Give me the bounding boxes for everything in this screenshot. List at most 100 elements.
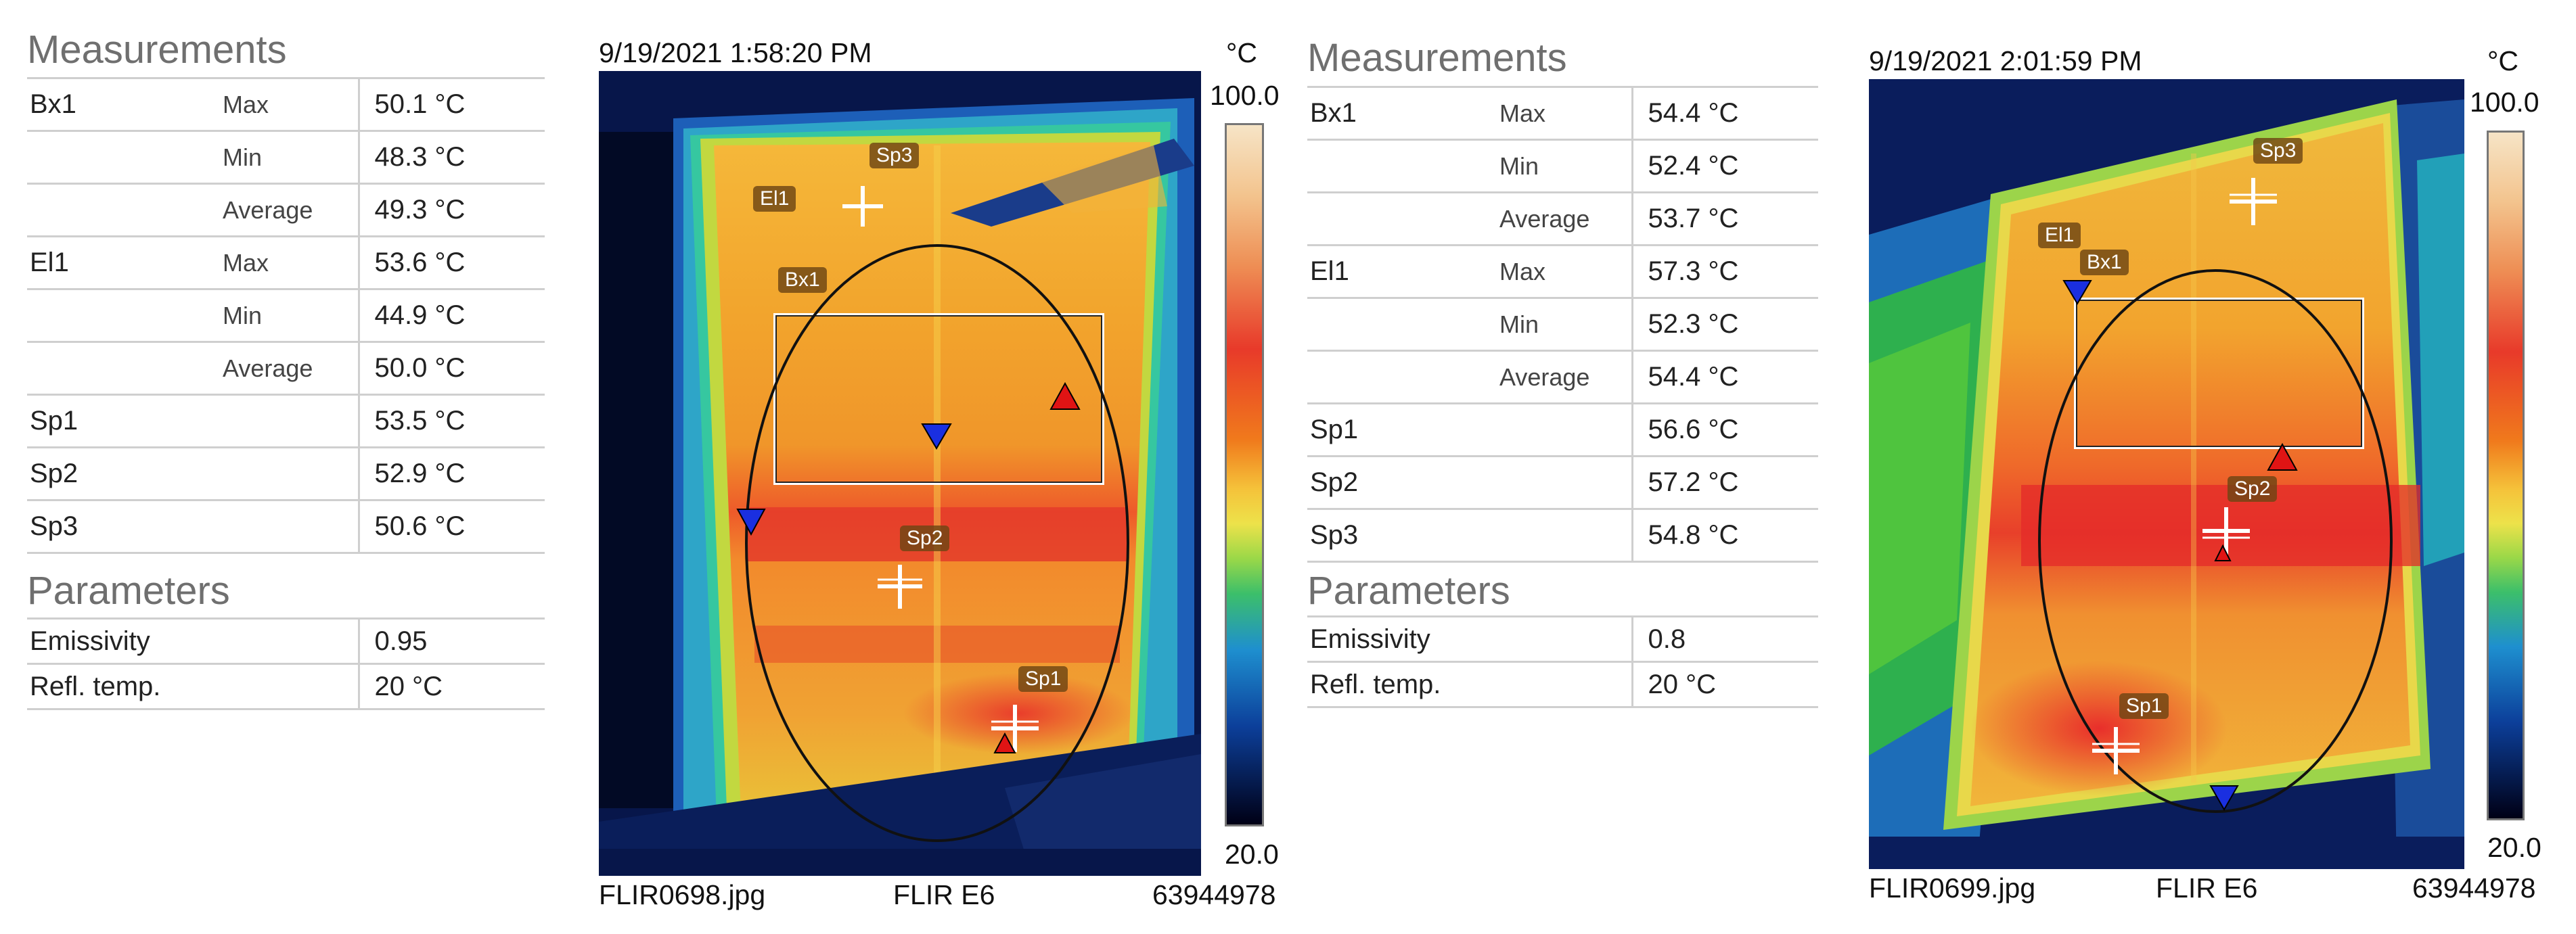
table-row: Sp2 52.9 °C — [27, 447, 545, 501]
tag-sp1-left: Sp1 — [1018, 666, 1068, 692]
filename-right: FLIR0699.jpg — [1869, 872, 2036, 904]
row-label — [27, 289, 220, 343]
param-label: Refl. temp. — [1307, 661, 1632, 708]
measurements-table-right: Bx1 Max 54.4 °C Min 52.4 °C Average 53.7 °C … — [1307, 86, 1818, 563]
scale-max-right: 100.0 — [2470, 87, 2539, 118]
row-value: 54.4 °C — [1631, 350, 1818, 404]
row-label: El1 — [1307, 245, 1497, 299]
row-value: 52.9 °C — [357, 447, 545, 501]
table-row: Average 53.7 °C — [1307, 192, 1818, 246]
tag-el1-right: El1 — [2038, 223, 2081, 248]
parameters-table-right: Emissivity 0.8 Refl. temp. 20 °C — [1307, 615, 1818, 708]
row-sub: Min — [1497, 298, 1632, 352]
row-sub — [220, 447, 359, 501]
hot-marker-2 — [993, 732, 1016, 753]
row-value: 54.8 °C — [1631, 509, 1818, 563]
row-value: 44.9 °C — [357, 289, 545, 343]
row-sub: Max — [1497, 86, 1632, 141]
color-scale-right — [2487, 131, 2525, 820]
thermal-scene-left — [599, 71, 1201, 876]
row-sub — [1497, 509, 1632, 563]
camera-serial-right: 63944978 — [2412, 872, 2536, 904]
tag-bx1-left: Bx1 — [778, 267, 827, 293]
crosshair-sp3 — [2230, 178, 2277, 225]
image-timestamp-right: 9/19/2021 2:01:59 PM — [1869, 45, 2142, 76]
row-value: 57.2 °C — [1631, 456, 1818, 510]
row-label: Sp2 — [27, 447, 220, 501]
row-label: Sp1 — [27, 394, 220, 448]
hot-marker-1 — [2267, 442, 2298, 471]
row-sub: Average — [220, 342, 359, 396]
row-value: 52.3 °C — [1631, 298, 1818, 352]
cold-marker-2 — [2209, 785, 2239, 812]
tag-sp2-left: Sp2 — [900, 526, 950, 551]
row-sub — [1497, 456, 1632, 510]
param-label: Emissivity — [1307, 615, 1632, 663]
row-sub: Average — [220, 183, 359, 237]
tag-sp2-right: Sp2 — [2228, 476, 2278, 502]
row-label: Sp1 — [1307, 403, 1497, 457]
measurements-title-left: Measurements — [27, 28, 287, 72]
row-value: 53.6 °C — [357, 236, 545, 290]
row-label — [1307, 298, 1497, 352]
camera-model-left: FLIR E6 — [893, 879, 995, 910]
parameters-title-right: Parameters — [1307, 569, 1510, 613]
row-value: 49.3 °C — [357, 183, 545, 237]
measurements-rows-left: Bx1 Max 50.1 °C Min 48.3 °C Average 49.3 °C … — [27, 77, 545, 554]
row-sub: Max — [1497, 245, 1632, 299]
image-timestamp-left: 9/19/2021 1:58:20 PM — [599, 37, 872, 68]
measurements-rows-right: Bx1 Max 54.4 °C Min 52.4 °C Average 53.7 °C … — [1307, 86, 1818, 563]
tag-el1-left: El1 — [753, 186, 796, 212]
row-value: 53.7 °C — [1631, 192, 1818, 246]
table-row: Average 54.4 °C — [1307, 350, 1818, 404]
row-label — [27, 342, 220, 396]
cold-marker-1 — [2062, 280, 2092, 305]
table-row: Bx1 Max 54.4 °C — [1307, 86, 1818, 141]
param-value: 20 °C — [1631, 661, 1818, 708]
table-row: Min 52.4 °C — [1307, 139, 1818, 193]
row-sub: Max — [220, 236, 359, 290]
table-row: Refl. temp. 20 °C — [1307, 661, 1818, 708]
table-row: El1 Max 57.3 °C — [1307, 245, 1818, 299]
row-sub: Min — [220, 131, 359, 185]
row-label — [27, 131, 220, 185]
row-label — [1307, 192, 1497, 246]
camera-serial-left: 63944978 — [1152, 879, 1276, 910]
row-sub: Average — [1497, 192, 1632, 246]
measurements-table-left: Bx1 Max 50.1 °C Min 48.3 °C Average 49.3 °C … — [27, 77, 545, 554]
row-sub — [220, 394, 359, 448]
row-sub: Min — [1497, 139, 1632, 193]
row-label: Sp2 — [1307, 456, 1497, 510]
row-sub — [220, 500, 359, 554]
scale-min-right: 20.0 — [2487, 832, 2541, 863]
scale-min-left: 20.0 — [1225, 839, 1279, 870]
row-value: 48.3 °C — [357, 131, 545, 185]
table-row: Bx1 Max 50.1 °C — [27, 77, 545, 132]
row-value: 56.6 °C — [1631, 403, 1818, 457]
table-row: Emissivity 0.8 — [1307, 615, 1818, 663]
table-row: Min 52.3 °C — [1307, 298, 1818, 352]
row-value: 50.0 °C — [357, 342, 545, 396]
row-sub — [1497, 403, 1632, 457]
camera-model-right: FLIR E6 — [2156, 872, 2258, 904]
table-row: Sp1 53.5 °C — [27, 394, 545, 448]
table-row: Min 48.3 °C — [27, 131, 545, 185]
color-scale-left — [1225, 123, 1264, 826]
unit-label-right: °C — [2487, 45, 2519, 76]
row-label: El1 — [27, 236, 220, 290]
row-value: 52.4 °C — [1631, 139, 1818, 193]
unit-label-left: °C — [1226, 37, 1258, 68]
row-label: Sp3 — [1307, 509, 1497, 563]
row-label — [1307, 139, 1497, 193]
param-value: 0.8 — [1631, 615, 1818, 663]
table-row: Sp2 57.2 °C — [1307, 456, 1818, 510]
param-value: 20 °C — [357, 663, 545, 710]
measurements-title-right: Measurements — [1307, 36, 1567, 80]
filename-left: FLIR0698.jpg — [599, 879, 766, 910]
row-value: 53.5 °C — [357, 394, 545, 448]
table-row: Sp3 54.8 °C — [1307, 509, 1818, 563]
crosshair-sp1 — [991, 705, 1039, 752]
parameters-table-left: Emissivity 0.95 Refl. temp. 20 °C — [27, 617, 545, 710]
crosshair-sp2 — [2202, 507, 2250, 555]
hot-marker-2 — [2214, 544, 2232, 561]
